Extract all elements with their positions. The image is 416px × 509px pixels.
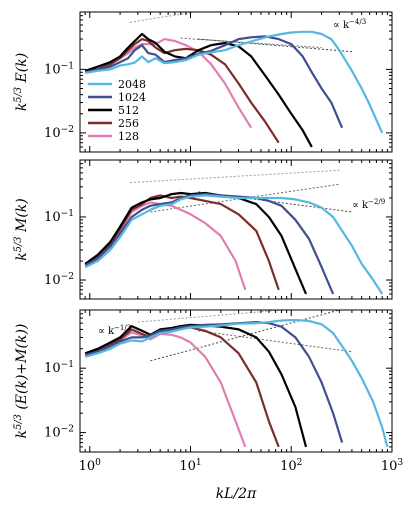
y-tick-label: 10−2 [44,272,74,288]
y-axis-label: k5/3 (E(k)+M(k)) [13,324,31,439]
x-tick-label: 100 [79,458,102,474]
y-tick-label: 10−1 [44,360,74,376]
scaling-annotation: ∝ k−1/3 [98,324,131,337]
scaling-annotation: ∝ k−4/3 [333,18,366,31]
reference-line [180,37,322,49]
legend-entry-256: 256 [118,117,139,130]
axes-frame [79,11,393,153]
series-line-2048 [84,194,384,295]
y-tick-label: 10−2 [44,425,74,441]
series-line-1024 [84,193,335,295]
axes-frame [79,159,393,300]
y-axis-label: k5/3 E(k) [13,53,31,111]
legend-entry-128: 128 [118,130,139,143]
legend-entry-1024: 1024 [118,91,146,104]
plot-area [84,310,389,448]
reference-line [129,169,340,184]
plot-area [84,169,384,295]
y-tick-label: 10−1 [44,61,74,77]
scaling-annotation: ∝ k−2/9 [352,198,385,211]
series-line-2048 [85,30,384,134]
panel-middle: 10−1 10−2 k5/3 M(k) ∝ k−2/9 [13,159,393,300]
series-line-1024 [84,321,344,443]
x-axis-label: kL/2π [216,486,257,502]
reference-line [137,310,288,323]
y-tick-label: 10−1 [44,209,74,225]
series-line-2048 [84,318,389,448]
x-tick-label: 102 [280,458,302,474]
axes-frame [79,309,393,453]
series-line-512 [84,191,308,295]
reference-line [198,330,352,353]
legend-entry-512: 512 [118,104,139,117]
legend-entry-2048: 2048 [118,78,146,91]
y-tick-label: 10−2 [44,125,74,141]
reference-line [150,310,340,362]
series-line-256 [85,37,280,144]
panel-top: 10−1 10−2 k5/3 E(k) ∝ k−4/3 2048102451225612… [13,11,393,153]
x-tick-label: 103 [381,458,404,474]
series-line-512 [84,323,308,448]
panel-bottom: 10−1 10−2 100 101 102 103 k5/3 (E(k)+M(k)) kL/2… [13,309,404,502]
series-line-512 [84,32,313,148]
reference-line [198,38,352,53]
x-tick-label: 101 [179,458,201,474]
plot-area [84,12,384,148]
y-axis-label: k5/3 M(k) [13,198,31,260]
reference-line [129,12,198,23]
